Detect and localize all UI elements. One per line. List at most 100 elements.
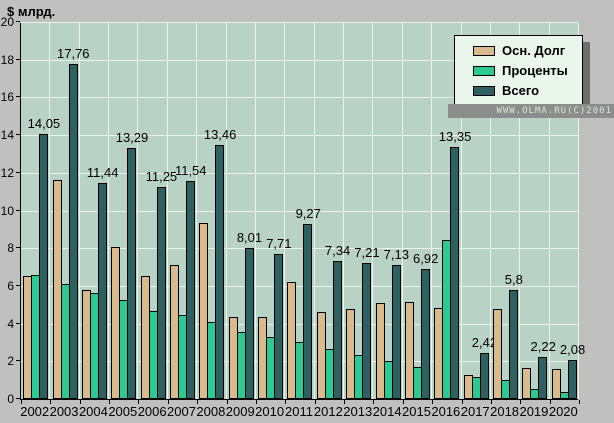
y-tick-label: 4 [7,316,14,331]
x-tick-label: 2004 [78,404,108,419]
y-tick [16,398,20,399]
x-tick-label: 2018 [490,404,520,419]
bar-group [403,23,432,399]
bar-total [156,186,166,399]
bar-total [127,148,137,399]
x-tick [579,400,580,404]
v-gridline [343,23,345,399]
x-tick [226,400,228,404]
x-tick-label: 2003 [49,404,79,419]
x-tick [461,400,463,404]
h-gridline [21,22,578,23]
total-value-label: 7,71 [266,235,292,251]
x-tick-label: 2010 [255,404,285,419]
y-tick [16,134,20,136]
bar-group [138,23,167,399]
legend-label-total: Всего [502,83,540,98]
x-tick-label: 2015 [402,404,431,419]
total-value-label: 11,54 [174,163,207,179]
x-tick-label: 2002 [20,404,50,419]
y-tick [16,171,20,173]
x-tick [373,400,375,404]
y-tick [16,58,20,60]
x-tick [138,400,140,404]
bar-principal [522,367,532,399]
bar-principal [375,302,385,399]
y-tick [16,209,20,211]
y-tick-label: 14 [0,128,14,143]
h-gridline [21,323,578,325]
legend-label-interest: Проценты [502,63,568,78]
v-gridline [313,23,315,399]
bar-total [509,289,519,399]
bar-principal [404,301,414,399]
bar-group [168,23,197,399]
total-value-label: 2,22 [530,339,556,355]
bar-total [68,64,78,399]
total-value-label: 13,35 [438,129,472,145]
y-tick-label: 12 [0,165,14,180]
bar-group [550,23,579,399]
legend-swatch-total [473,85,495,96]
v-gridline [137,23,139,399]
bar-group [462,23,491,399]
total-value-label: 14,05 [27,116,61,132]
bar-group [432,23,461,399]
total-value-label: 7,13 [383,246,409,262]
h-gridline [21,248,578,250]
bar-total [567,359,577,399]
v-gridline [166,23,168,399]
x-tick-label: 2020 [548,404,578,419]
x-tick [490,400,492,404]
y-axis: 0 2 4 6 8 10 12 14 16 18 20 [0,15,16,406]
y-tick-label: 10 [0,203,14,218]
total-value-label: 7,34 [324,242,351,258]
bar-group [520,23,549,399]
total-value-label: 8,01 [236,230,263,246]
v-gridline [548,23,550,399]
y-tick [16,284,20,286]
bar-group [109,23,138,399]
h-gridline [21,285,578,287]
v-gridline [578,23,579,399]
total-value-label: 17,76 [56,46,90,62]
bar-total [274,253,284,399]
x-tick [255,400,257,404]
bar-group [315,23,344,399]
bar-total [479,353,489,399]
bar-total [420,268,430,399]
v-gridline [225,23,227,399]
bar-total [186,181,195,399]
x-tick [197,400,199,404]
x-tick-label: 2011 [285,404,313,419]
x-tick [285,400,287,404]
y-tick [16,96,20,98]
y-tick [16,21,20,22]
bar-total [39,134,49,399]
x-tick-label: 2017 [460,404,490,419]
bar-total [450,147,460,399]
bar-group [491,23,520,399]
bar-group [50,23,79,399]
x-tick-label: 2013 [343,404,373,419]
x-tick-label: 2016 [431,404,461,419]
v-gridline [519,23,521,399]
x-tick-label: 2005 [108,404,138,419]
y-tick-label: 2 [7,354,14,369]
x-tick-label: 2014 [372,404,402,419]
v-gridline [431,23,433,399]
bar-principal [346,308,356,399]
total-value-label: 11,25 [145,168,178,184]
y-tick-label: 6 [7,278,14,293]
bar-group [80,23,109,399]
bar-total [215,145,225,399]
x-tick-label: 2012 [313,404,343,419]
bar-group [256,23,285,399]
x-tick-label: 2019 [519,404,549,419]
y-axis-title: $ млрд. [7,4,56,19]
bar-group [285,23,314,399]
x-tick [109,400,111,404]
total-value-label: 9,27 [295,206,321,222]
